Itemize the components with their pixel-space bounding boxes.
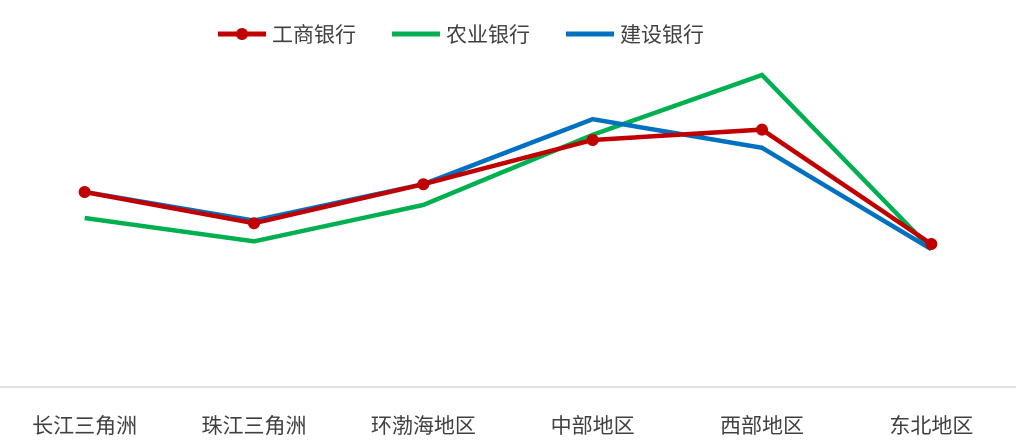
series-line (84, 116, 933, 252)
x-tick-label: 东北地区 (889, 414, 973, 438)
data-point (756, 123, 768, 136)
x-tick-label: 珠江三角洲 (202, 414, 307, 438)
x-axis: 长江三角洲 珠江三角洲 环渤海地区 中部地区 西部地区 东北地区 (0, 386, 1016, 438)
legend-item: 工商银行 (218, 23, 356, 47)
data-point (417, 178, 430, 191)
series-line (84, 72, 933, 251)
data-point (925, 238, 938, 250)
data-point (248, 217, 260, 230)
data-point (78, 186, 91, 198)
series-line (84, 127, 933, 246)
legend-item: 农业银行 (392, 23, 530, 47)
x-tick-label: 中部地区 (551, 414, 635, 438)
x-tick-label: 西部地区 (720, 414, 804, 438)
data-point (586, 134, 599, 146)
x-tick-label: 长江三角洲 (32, 414, 137, 438)
legend-label: 建设银行 (620, 23, 704, 47)
legend-marker (236, 28, 248, 40)
x-tick-label: 环渤海地区 (371, 414, 476, 438)
legend-label: 农业银行 (446, 23, 530, 47)
legend-item: 建设银行 (566, 23, 704, 47)
plot-area (78, 72, 938, 252)
legend: 工商银行 农业银行 建设银行 (218, 23, 704, 47)
legend-label: 工商银行 (272, 23, 356, 47)
